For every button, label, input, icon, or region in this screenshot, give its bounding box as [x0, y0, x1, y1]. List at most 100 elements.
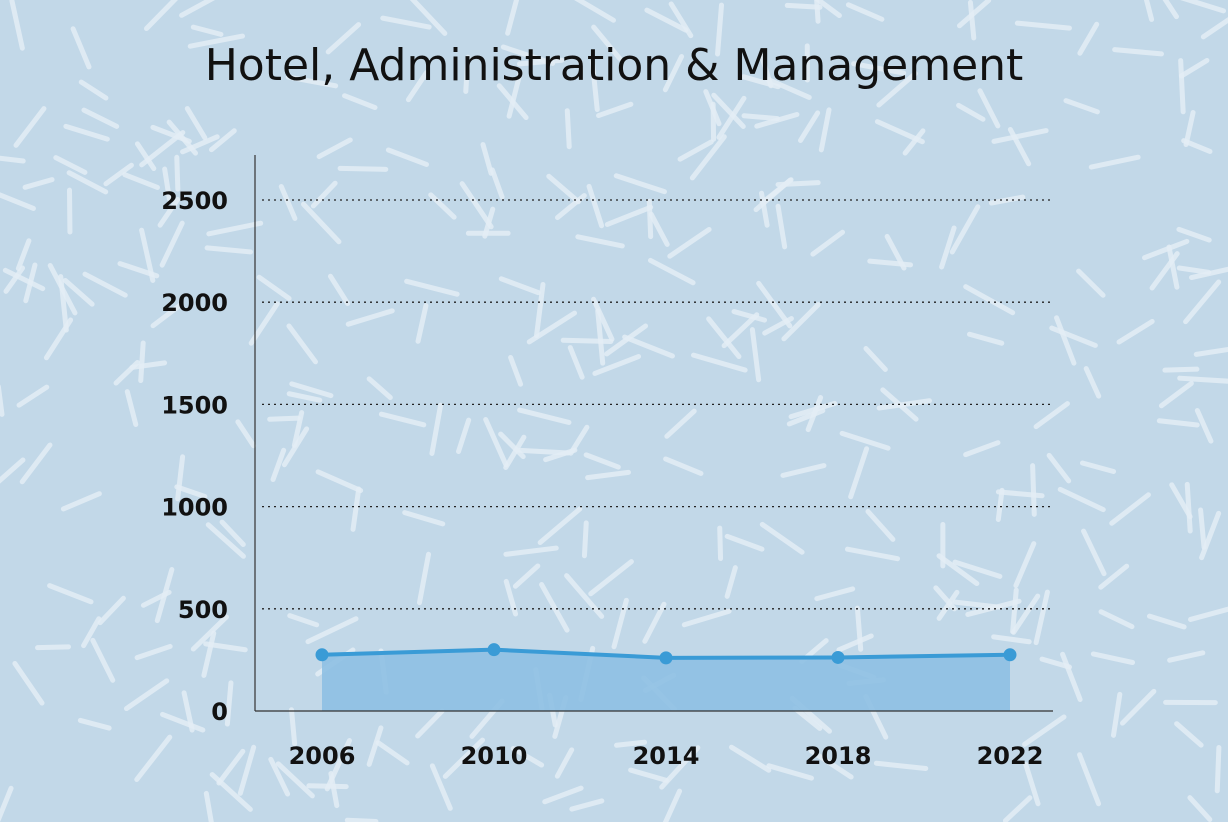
background-dash	[22, 177, 55, 190]
background-dash	[122, 172, 160, 190]
background-dash	[267, 415, 301, 422]
background-dash	[1142, 238, 1190, 261]
background-dash	[717, 525, 724, 561]
background-dash	[81, 616, 102, 649]
y-tick-label: 1500	[161, 391, 228, 419]
background-dash	[711, 92, 746, 129]
x-tick-label: 2010	[461, 742, 528, 770]
background-dash	[0, 384, 5, 417]
background-dash	[315, 469, 364, 494]
background-dash	[1049, 325, 1098, 348]
background-dash	[508, 354, 524, 387]
background-dash	[845, 2, 885, 22]
background-dash	[724, 565, 738, 599]
data-point	[315, 648, 329, 662]
background-dash	[62, 278, 95, 307]
background-dash	[134, 141, 157, 171]
background-dash	[966, 331, 1005, 346]
background-dash	[1162, 366, 1200, 373]
background-dash	[285, 74, 339, 89]
background-dash	[517, 407, 572, 425]
background-dash	[1199, 510, 1222, 561]
background-dash	[1079, 460, 1117, 474]
background-dash	[287, 613, 320, 628]
background-dash	[534, 281, 546, 339]
background-dash	[190, 24, 224, 37]
background-dash	[90, 637, 116, 683]
x-tick-label: 2022	[977, 742, 1044, 770]
background-dash	[82, 271, 128, 298]
background-dash	[180, 134, 220, 155]
background-dash	[19, 442, 53, 485]
background-dash	[1184, 481, 1193, 534]
background-dash	[555, 193, 587, 221]
background-dash	[1180, 0, 1227, 14]
background-dash	[204, 245, 254, 255]
background-dash	[77, 717, 112, 731]
background-dash	[876, 70, 918, 108]
background-dash	[456, 417, 472, 455]
background-dash	[1046, 452, 1072, 484]
background-dash	[237, 744, 257, 796]
background-dash	[1109, 492, 1151, 526]
background-dash	[1174, 721, 1204, 748]
background-dash	[569, 798, 605, 812]
background-dash	[585, 469, 631, 481]
x-tick-label: 2014	[633, 742, 700, 770]
background-dash	[591, 24, 623, 61]
background-dash	[1023, 762, 1041, 807]
background-dash	[784, 2, 823, 10]
background-dash	[47, 263, 78, 316]
background-dash	[0, 785, 14, 822]
background-dash	[344, 817, 379, 822]
background-dash	[952, 559, 1003, 579]
background-dash	[289, 381, 334, 399]
background-dash	[13, 106, 47, 148]
background-dash	[190, 614, 229, 652]
background-dash	[659, 745, 701, 790]
background-dash	[498, 276, 541, 296]
background-dash	[542, 785, 584, 805]
background-dash	[35, 644, 72, 651]
background-dash	[1022, 714, 1067, 747]
background-dash	[604, 204, 654, 227]
background-dash	[805, 395, 824, 433]
background-dash	[1176, 265, 1212, 275]
background-dash	[721, 312, 760, 349]
background-dash	[175, 454, 186, 502]
background-dash	[963, 440, 1001, 458]
background-dash	[592, 354, 642, 376]
background-dash	[1098, 609, 1135, 630]
background-dash	[219, 519, 246, 547]
background-dash	[956, 102, 986, 122]
background-dash	[288, 707, 298, 747]
background-dash	[345, 308, 395, 327]
background-dash	[224, 680, 234, 727]
background-dash	[788, 400, 838, 420]
background-dash	[1076, 268, 1106, 298]
background-dash	[2, 267, 46, 292]
background-dash	[664, 408, 697, 439]
background-dash	[1183, 110, 1196, 148]
background-dash	[205, 522, 246, 559]
background-dash	[187, 33, 245, 49]
background-dash	[814, 586, 856, 602]
y-tick-label: 1000	[161, 494, 228, 522]
background-dash	[503, 434, 527, 470]
background-dash	[902, 128, 926, 156]
background-dash	[154, 567, 175, 624]
background-dash	[0, 457, 26, 484]
background-dash	[500, 44, 556, 66]
background-dash	[884, 233, 907, 271]
y-tick-label: 2000	[161, 289, 228, 317]
area-fill	[322, 649, 1010, 711]
background-dash	[162, 166, 172, 202]
background-dash	[184, 106, 208, 141]
background-dash	[60, 491, 102, 512]
background-dash	[1010, 587, 1019, 635]
background-dash	[775, 203, 788, 250]
background-dash	[663, 456, 704, 476]
background-dash	[129, 360, 168, 370]
background-dash	[873, 760, 929, 771]
background-dash	[1143, 0, 1155, 22]
